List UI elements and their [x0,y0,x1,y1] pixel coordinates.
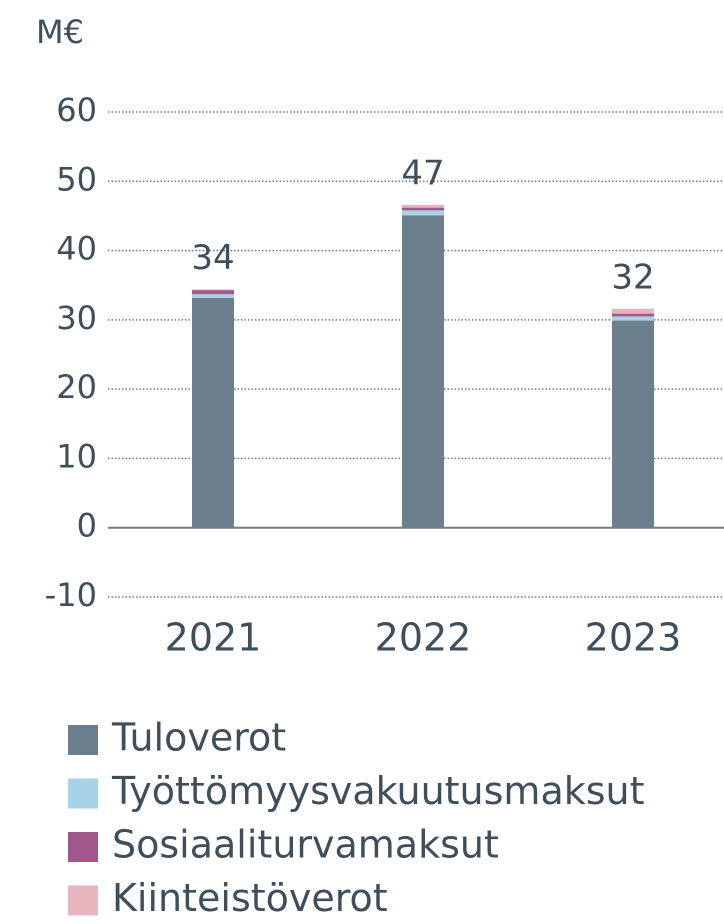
unit-label: M€ [36,13,84,51]
x-tick-label: 2023 [585,616,682,660]
y-tick-label: -10 [45,576,97,614]
legend-label: Tuloverot [111,716,286,760]
x-tick-label: 2022 [375,616,472,660]
bar-segment [612,316,654,321]
bar-segment [402,207,444,211]
y-tick-label: 0 [77,507,97,545]
y-tick-label: 40 [56,230,97,268]
bar-segment [192,297,234,528]
legend-swatch [68,778,98,809]
bar-segment [192,289,234,291]
bar-segment [402,204,444,208]
y-tick-label: 30 [56,299,97,337]
legend-label: Työttömyysvakuutusmaksut [111,769,645,813]
y-tick-label: 20 [56,368,97,406]
x-tick-label: 2021 [165,616,262,660]
legend-swatch [68,725,98,755]
total-label: 32 [611,257,654,297]
bar-segment [612,313,654,317]
bar-segment [612,308,654,314]
total-label: 47 [401,153,444,193]
y-tick-label: 10 [56,437,97,475]
bar-segment [402,215,444,528]
y-tick-label: 60 [56,91,97,129]
bar-segment [192,294,234,298]
legend-label: Kiinteistöverot [112,876,388,920]
bar-segment [192,290,234,295]
total-label: 34 [191,238,234,278]
legend-swatch [68,885,98,916]
bar-segment [402,210,444,216]
legend-swatch [68,832,98,862]
legend-label: Sosiaaliturvamaksut [112,823,499,867]
bar-segment [612,320,654,528]
y-tick-label: 50 [56,160,97,198]
